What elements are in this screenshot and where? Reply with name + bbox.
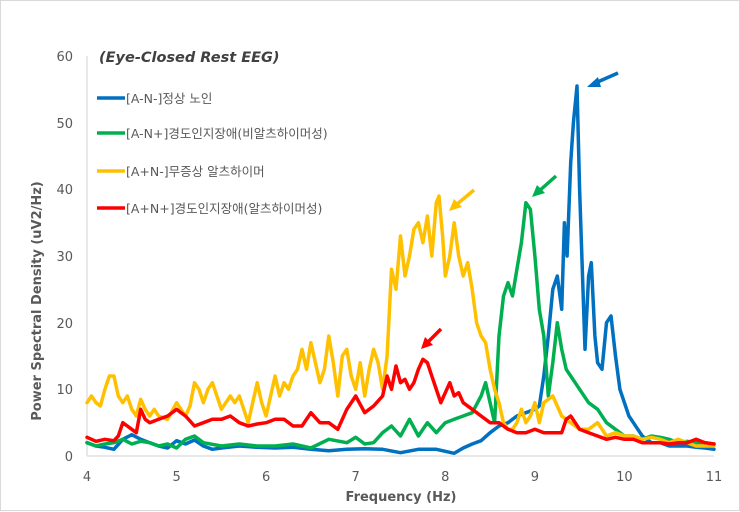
legend-item-ap-plus: [A+N+]경도인지장애(알츠하이머성) bbox=[97, 201, 322, 216]
x-tick-labels: 4 5 6 7 8 9 10 11 bbox=[83, 470, 722, 485]
chart-title: (Eye-Closed Rest EEG) bbox=[99, 50, 280, 66]
x-tick-7: 7 bbox=[352, 470, 360, 485]
series-line-3 bbox=[85, 357, 716, 446]
y-tick-30: 30 bbox=[56, 250, 73, 265]
legend-label: [A-N-]정상 노인 bbox=[126, 91, 212, 106]
series-line-1 bbox=[85, 200, 716, 450]
legend-label: [A+N+]경도인지장애(알츠하이머성) bbox=[126, 201, 322, 216]
x-tick-5: 5 bbox=[172, 470, 180, 485]
x-tick-4: 4 bbox=[83, 470, 91, 485]
legend-label: [A-N+]경도인지장애(비알츠하이머성) bbox=[126, 126, 328, 141]
series-line-2 bbox=[85, 194, 716, 448]
y-tick-60: 60 bbox=[56, 50, 73, 65]
y-tick-labels: 0 10 20 30 40 50 60 bbox=[56, 50, 73, 465]
legend-item-an-minus: [A-N-]정상 노인 bbox=[97, 91, 212, 106]
arrow-icon-green-peak bbox=[532, 174, 558, 197]
series-layer bbox=[85, 84, 716, 456]
y-tick-10: 10 bbox=[56, 383, 73, 398]
y-tick-50: 50 bbox=[56, 117, 73, 132]
legend-item-an-plus: [A-N+]경도인지장애(비알츠하이머성) bbox=[97, 126, 328, 141]
series-line-0 bbox=[85, 84, 716, 456]
peak-arrows bbox=[421, 71, 619, 349]
legend: [A-N-]정상 노인 [A-N+]경도인지장애(비알츠하이머성) [A+N-]… bbox=[97, 91, 328, 216]
x-tick-9: 9 bbox=[531, 470, 539, 485]
x-tick-6: 6 bbox=[262, 470, 270, 485]
x-tick-8: 8 bbox=[441, 470, 449, 485]
arrow-icon-blue-peak bbox=[587, 71, 619, 87]
legend-label: [A+N-]무증상 알츠하이머 bbox=[126, 164, 265, 179]
legend-item-ap-minus: [A+N-]무증상 알츠하이머 bbox=[97, 164, 265, 179]
arrow-icon-yellow-peak bbox=[449, 188, 476, 211]
y-tick-0: 0 bbox=[65, 450, 73, 465]
y-axis-title: Power Spectral Density (uV2/Hz) bbox=[30, 181, 45, 421]
y-tick-20: 20 bbox=[56, 317, 73, 332]
x-tick-10: 10 bbox=[616, 470, 633, 485]
x-axis-title: Frequency (Hz) bbox=[346, 490, 457, 505]
arrow-icon-red-peak bbox=[421, 327, 443, 349]
x-tick-11: 11 bbox=[706, 470, 723, 485]
y-tick-40: 40 bbox=[56, 183, 73, 198]
